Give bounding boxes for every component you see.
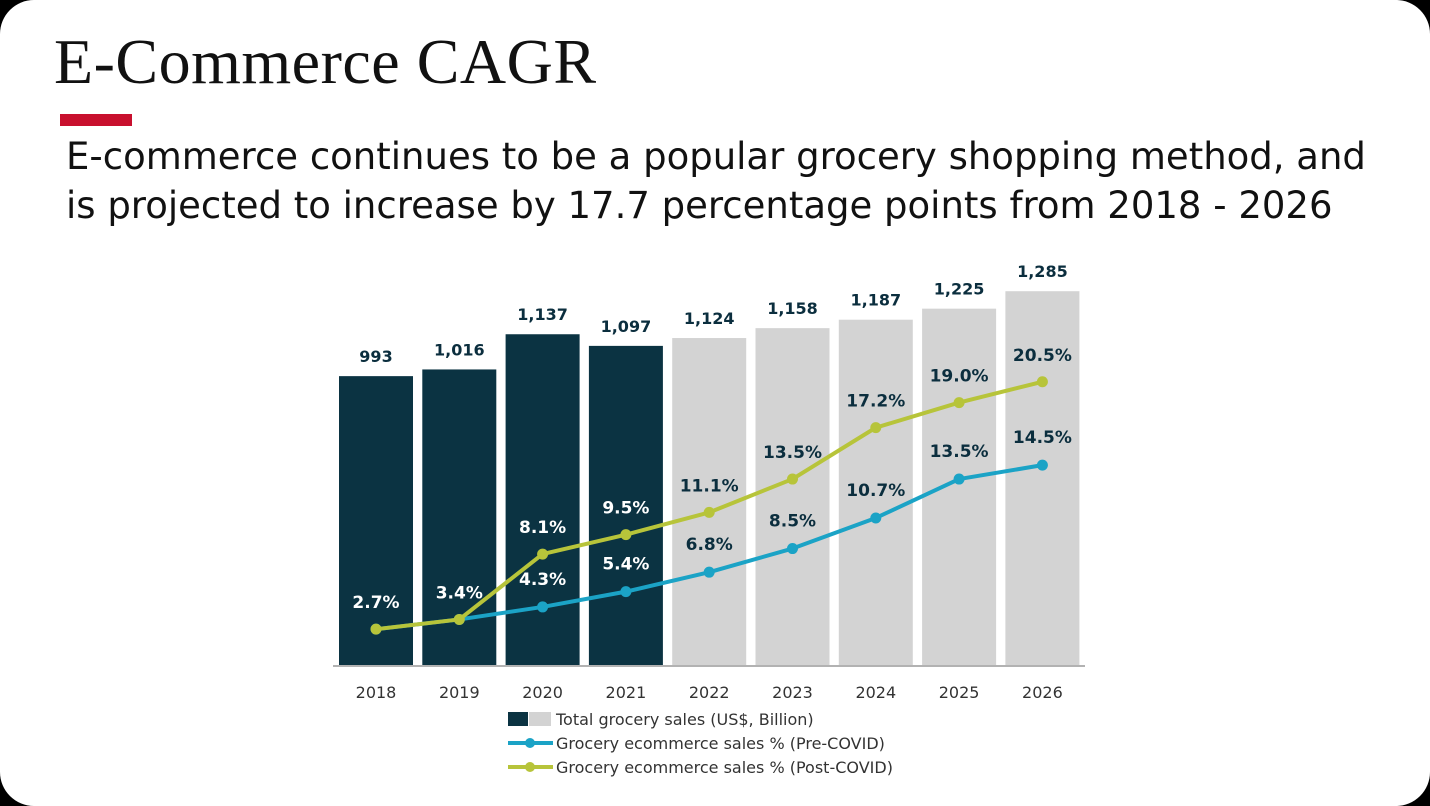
legend-label-post-covid: Grocery ecommerce sales % (Post-COVID) <box>556 758 893 777</box>
bar-2026 <box>1005 291 1080 665</box>
post-covid-value-label: 8.1% <box>519 518 566 538</box>
x-tick-label: 2022 <box>689 683 730 702</box>
pre-covid-point <box>870 512 882 524</box>
pre-covid-value-label: 8.5% <box>769 512 816 532</box>
x-tick-label: 2020 <box>522 683 563 702</box>
bar-value-label: 1,124 <box>684 309 735 328</box>
post-covid-value-label: 2.7% <box>352 593 399 613</box>
x-tick-label: 2019 <box>439 683 480 702</box>
bar-value-label: 1,285 <box>1017 262 1068 281</box>
post-covid-point <box>870 422 882 434</box>
post-covid-point <box>703 506 715 518</box>
bar-2024 <box>838 319 913 665</box>
post-covid-value-label: 17.2% <box>846 392 905 412</box>
pre-covid-value-label: 14.5% <box>1013 428 1072 448</box>
post-covid-point <box>620 529 632 541</box>
pre-covid-point <box>620 586 632 598</box>
pre-covid-point <box>703 566 715 578</box>
subtitle-line-1: E-commerce continues to be a popular gro… <box>66 135 1366 178</box>
post-covid-value-label: 20.5% <box>1013 346 1072 366</box>
legend-label-bars: Total grocery sales (US$, Billion) <box>555 710 814 729</box>
subtitle-line-2: is projected to increase by 17.7 percent… <box>66 184 1333 227</box>
legend-marker-post-covid <box>525 762 535 772</box>
bar-value-label: 1,158 <box>767 299 818 318</box>
bar-value-label: 1,225 <box>934 280 985 299</box>
post-covid-point <box>953 397 965 409</box>
x-tick-label: 2018 <box>356 683 397 702</box>
post-covid-point <box>787 473 798 485</box>
pre-covid-point <box>787 543 798 555</box>
bar-value-label: 1,187 <box>850 291 901 310</box>
post-covid-point <box>1036 376 1048 388</box>
bar-2020 <box>505 334 580 665</box>
pre-covid-point <box>953 473 965 485</box>
pre-covid-point <box>1036 459 1048 471</box>
pre-covid-value-label: 13.5% <box>930 442 989 462</box>
bar-2018 <box>339 376 413 665</box>
x-tick-label: 2025 <box>939 683 980 702</box>
post-covid-value-label: 19.0% <box>930 367 989 387</box>
bar-value-label: 1,016 <box>434 340 485 359</box>
x-tick-label: 2024 <box>855 683 896 702</box>
slide-title: E-Commerce CAGR <box>54 26 597 97</box>
post-covid-value-label: 11.1% <box>680 476 739 496</box>
pre-covid-value-label: 6.8% <box>686 535 733 555</box>
post-covid-value-label: 3.4% <box>436 583 483 603</box>
post-covid-value-label: 9.5% <box>602 499 649 519</box>
pre-covid-value-label: 5.4% <box>602 555 649 575</box>
post-covid-value-label: 13.5% <box>763 443 822 463</box>
slide-subtitle: E-commerce continues to be a popular gro… <box>66 132 1396 230</box>
post-covid-point <box>453 613 465 625</box>
legend-marker-pre-covid <box>525 738 535 748</box>
bar-value-label: 1,097 <box>601 317 652 336</box>
title-accent-bar <box>60 114 132 126</box>
pre-covid-point <box>537 601 549 613</box>
legend-swatch-actual <box>508 712 528 726</box>
pre-covid-value-label: 10.7% <box>846 481 905 501</box>
bar-2023 <box>755 328 830 665</box>
x-tick-label: 2021 <box>606 683 647 702</box>
post-covid-point <box>370 623 382 635</box>
x-tick-label: 2026 <box>1022 683 1063 702</box>
post-covid-point <box>537 548 549 560</box>
bar-value-label: 993 <box>359 347 392 366</box>
legend-label-pre-covid: Grocery ecommerce sales % (Pre-COVID) <box>556 734 885 753</box>
bar-2021 <box>588 345 663 665</box>
pre-covid-value-label: 4.3% <box>519 570 566 590</box>
legend-swatch-projected <box>529 712 551 726</box>
x-tick-label: 2023 <box>772 683 813 702</box>
bar-value-label: 1,137 <box>517 305 568 324</box>
bar-2025 <box>922 308 997 665</box>
